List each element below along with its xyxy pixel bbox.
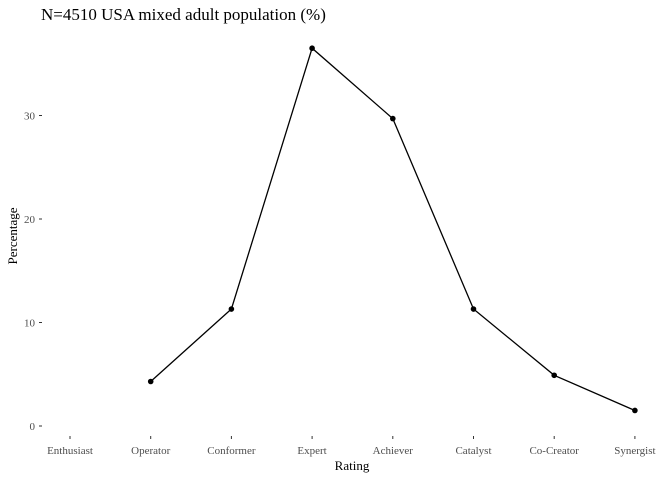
chart-title: N=4510 USA mixed adult population (%) [41, 5, 326, 24]
x-tick-label: Co-Creator [529, 445, 579, 457]
x-tick-label: Catalyst [455, 445, 491, 457]
data-point [470, 306, 477, 312]
x-tick-label: Operator [131, 445, 170, 457]
x-axis: Enthusiast Operator Conformer Expert Achieve… [47, 436, 656, 457]
series-line [150, 47, 636, 412]
data-points [147, 45, 638, 414]
x-tick-label: Enthusiast [47, 445, 93, 457]
y-axis-title: Percentage [5, 207, 20, 264]
data-point [309, 45, 315, 52]
x-tick-label: Conformer [207, 445, 256, 457]
y-tick-label: 10 [24, 318, 36, 330]
data-point [632, 407, 638, 414]
data-point [390, 115, 396, 122]
data-point [147, 378, 154, 385]
data-point [228, 306, 235, 312]
y-tick-label: 0 [30, 421, 36, 433]
x-tick-label: Achiever [373, 445, 414, 457]
x-tick-label: Expert [297, 445, 326, 457]
x-axis-title: Rating [335, 458, 370, 473]
y-tick-label: 20 [24, 214, 36, 226]
data-point [551, 372, 557, 379]
y-axis: 0 10 20 30 [24, 111, 42, 433]
y-tick-label: 30 [24, 111, 36, 123]
x-tick-label: Synergist [614, 445, 655, 457]
